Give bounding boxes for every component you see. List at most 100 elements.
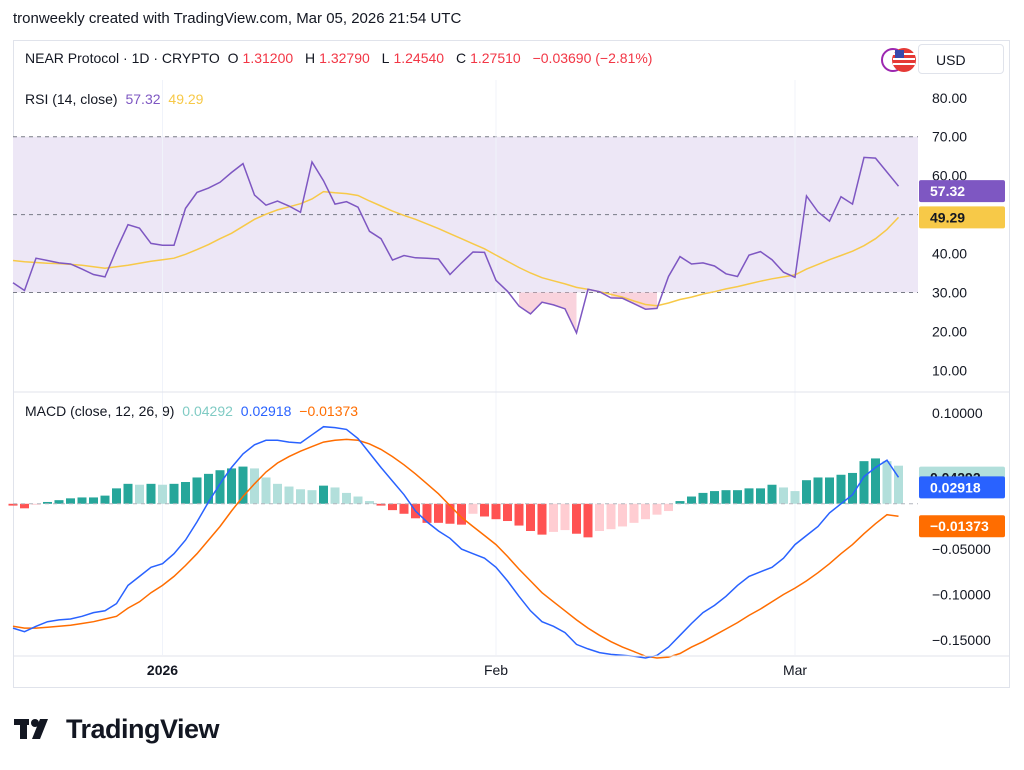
macd-histogram-bar <box>376 503 386 506</box>
macd-histogram-bar <box>882 461 892 504</box>
macd-last-value-label-bg <box>919 476 1005 499</box>
macd-histogram-bar <box>836 474 846 504</box>
macd-y-tick-label: −0.15000 <box>932 632 991 648</box>
macd-line <box>12 425 900 659</box>
macd-histogram-bar <box>296 489 305 504</box>
macd-histogram-bar <box>89 497 98 504</box>
x-tick-label: 2026 <box>147 662 178 678</box>
macd-histogram-bar <box>802 480 811 504</box>
macd-histogram-bar <box>744 488 754 504</box>
low-value: 1.24540 <box>393 50 445 66</box>
currency-selector[interactable]: USD <box>918 44 1004 74</box>
macd-histogram-bar <box>514 503 524 526</box>
close-label: C <box>455 50 467 66</box>
rsi-y-tick-label: 60.00 <box>932 168 967 184</box>
signal-last-value-label-bg <box>919 515 1005 538</box>
macd-histogram-bar <box>445 503 455 524</box>
macd-histogram-bar <box>583 503 593 538</box>
symbol-legend: NEAR Protocol · 1D · CRYPTO O 1.31200 H 1.… <box>25 50 656 66</box>
open-label: O <box>227 50 239 66</box>
macd-histogram-bar <box>123 483 133 504</box>
macd-histogram-bar <box>388 503 397 511</box>
macd-histogram-bar <box>20 503 29 509</box>
macd-histogram-bar <box>399 503 409 514</box>
macd-histogram-bar <box>698 492 708 504</box>
chart-caption: tronweekly created with TradingView.com,… <box>13 10 462 27</box>
macd-histogram-bar <box>457 503 466 525</box>
macd-histogram-bar <box>652 503 662 515</box>
symbol-name[interactable]: NEAR Protocol · 1D · CRYPTO <box>25 50 220 66</box>
macd-histogram-bar <box>215 470 225 504</box>
rsi-y-tick-label: 10.00 <box>932 362 967 378</box>
macd-histogram-bar <box>100 495 110 504</box>
macd-histogram-bar <box>572 503 581 534</box>
rsi-legend-value: 57.32 <box>125 91 161 107</box>
rsi-oversold-fill <box>519 292 577 333</box>
rsi-y-tick-label: 70.00 <box>932 129 967 145</box>
macd-histogram-bar <box>468 503 478 514</box>
macd-histogram-bar <box>66 498 75 504</box>
low-label: L <box>381 50 390 66</box>
macd-histogram-bar <box>595 503 604 531</box>
macd-histogram-bar <box>365 501 374 504</box>
macd-histogram-bar <box>261 477 271 504</box>
signal-legend-value: −0.01373 <box>299 403 359 419</box>
macd-histogram-bar <box>825 477 834 504</box>
rsi-y-tick-label: 80.00 <box>932 90 967 106</box>
macd-histogram-bar <box>675 501 685 504</box>
macd-last-value-label: 0.02918 <box>930 479 981 495</box>
macd-histogram-bar <box>284 486 294 504</box>
us-flag-icon[interactable] <box>880 45 918 75</box>
rsi-ma-line <box>12 190 900 307</box>
macd-histogram-bar <box>319 485 328 504</box>
histogram-legend-value: 0.04292 <box>182 403 233 419</box>
macd-histogram-bar <box>733 490 742 504</box>
macd-histogram-bar <box>8 503 18 506</box>
macd-histogram-bar <box>894 465 903 504</box>
tradingview-logo[interactable]: TradingView <box>14 712 220 746</box>
macd-histogram-bar <box>227 468 236 504</box>
chart-area[interactable]: 80.00 70.00 60.00 40.00 30.00 20.00 10.00 57.32… <box>0 0 1024 700</box>
rsi-ma-last-value-label: 49.29 <box>930 209 965 225</box>
macd-histogram-bar <box>192 477 202 504</box>
macd-histogram-bar <box>54 500 64 504</box>
macd-y-tick-label: −0.05000 <box>932 541 991 557</box>
rsi-y-tick-label: 20.00 <box>932 323 967 339</box>
macd-histogram-bar <box>687 496 696 504</box>
macd-histogram-bar <box>756 488 765 504</box>
rsi-y-tick-label: 30.00 <box>932 284 967 300</box>
macd-histogram-bar <box>664 503 673 512</box>
macd-histogram-bar <box>526 503 535 531</box>
macd-y-tick-label: −0.10000 <box>932 587 991 603</box>
macd-histogram-bar <box>353 496 363 504</box>
x-tick-label: Mar <box>783 662 807 678</box>
macd-histogram-bar <box>641 503 650 520</box>
rsi-line <box>12 156 900 336</box>
rsi-ma-last-value-label-bg <box>919 206 1005 229</box>
high-value: 1.32790 <box>319 50 370 66</box>
tradingview-logo-icon <box>14 719 48 739</box>
macd-histogram-bar <box>238 466 248 504</box>
macd-histogram-bar <box>135 484 144 504</box>
rsi-y-tick-label: 40.00 <box>932 246 967 262</box>
macd-histogram-bar <box>767 484 777 504</box>
open-value: 1.31200 <box>242 50 294 66</box>
macd-histogram-bar <box>422 503 432 523</box>
macd-histogram-bar <box>250 468 259 504</box>
macd-histogram-bar <box>330 487 340 504</box>
macd-histogram-bar <box>146 483 156 504</box>
close-value: 1.27510 <box>470 50 521 66</box>
macd-legend[interactable]: MACD (close, 12, 26, 9) 0.04292 0.02918 … <box>25 403 362 419</box>
signal-last-value-label: −0.01373 <box>930 518 989 534</box>
macd-histogram-bar <box>790 491 800 504</box>
rsi-last-value-label-bg <box>919 180 1005 203</box>
macd-histogram-bar <box>491 503 501 520</box>
macd-histogram-bar <box>537 503 547 535</box>
macd-legend-value: 0.02918 <box>240 403 292 419</box>
rsi-legend[interactable]: RSI (14, close) 57.32 49.29 <box>25 91 207 107</box>
macd-histogram-bar <box>779 487 788 504</box>
macd-signal-line <box>12 438 899 659</box>
macd-histogram-bar <box>710 491 719 504</box>
x-tick-label: Feb <box>484 662 508 678</box>
macd-histogram-bar <box>434 503 443 523</box>
